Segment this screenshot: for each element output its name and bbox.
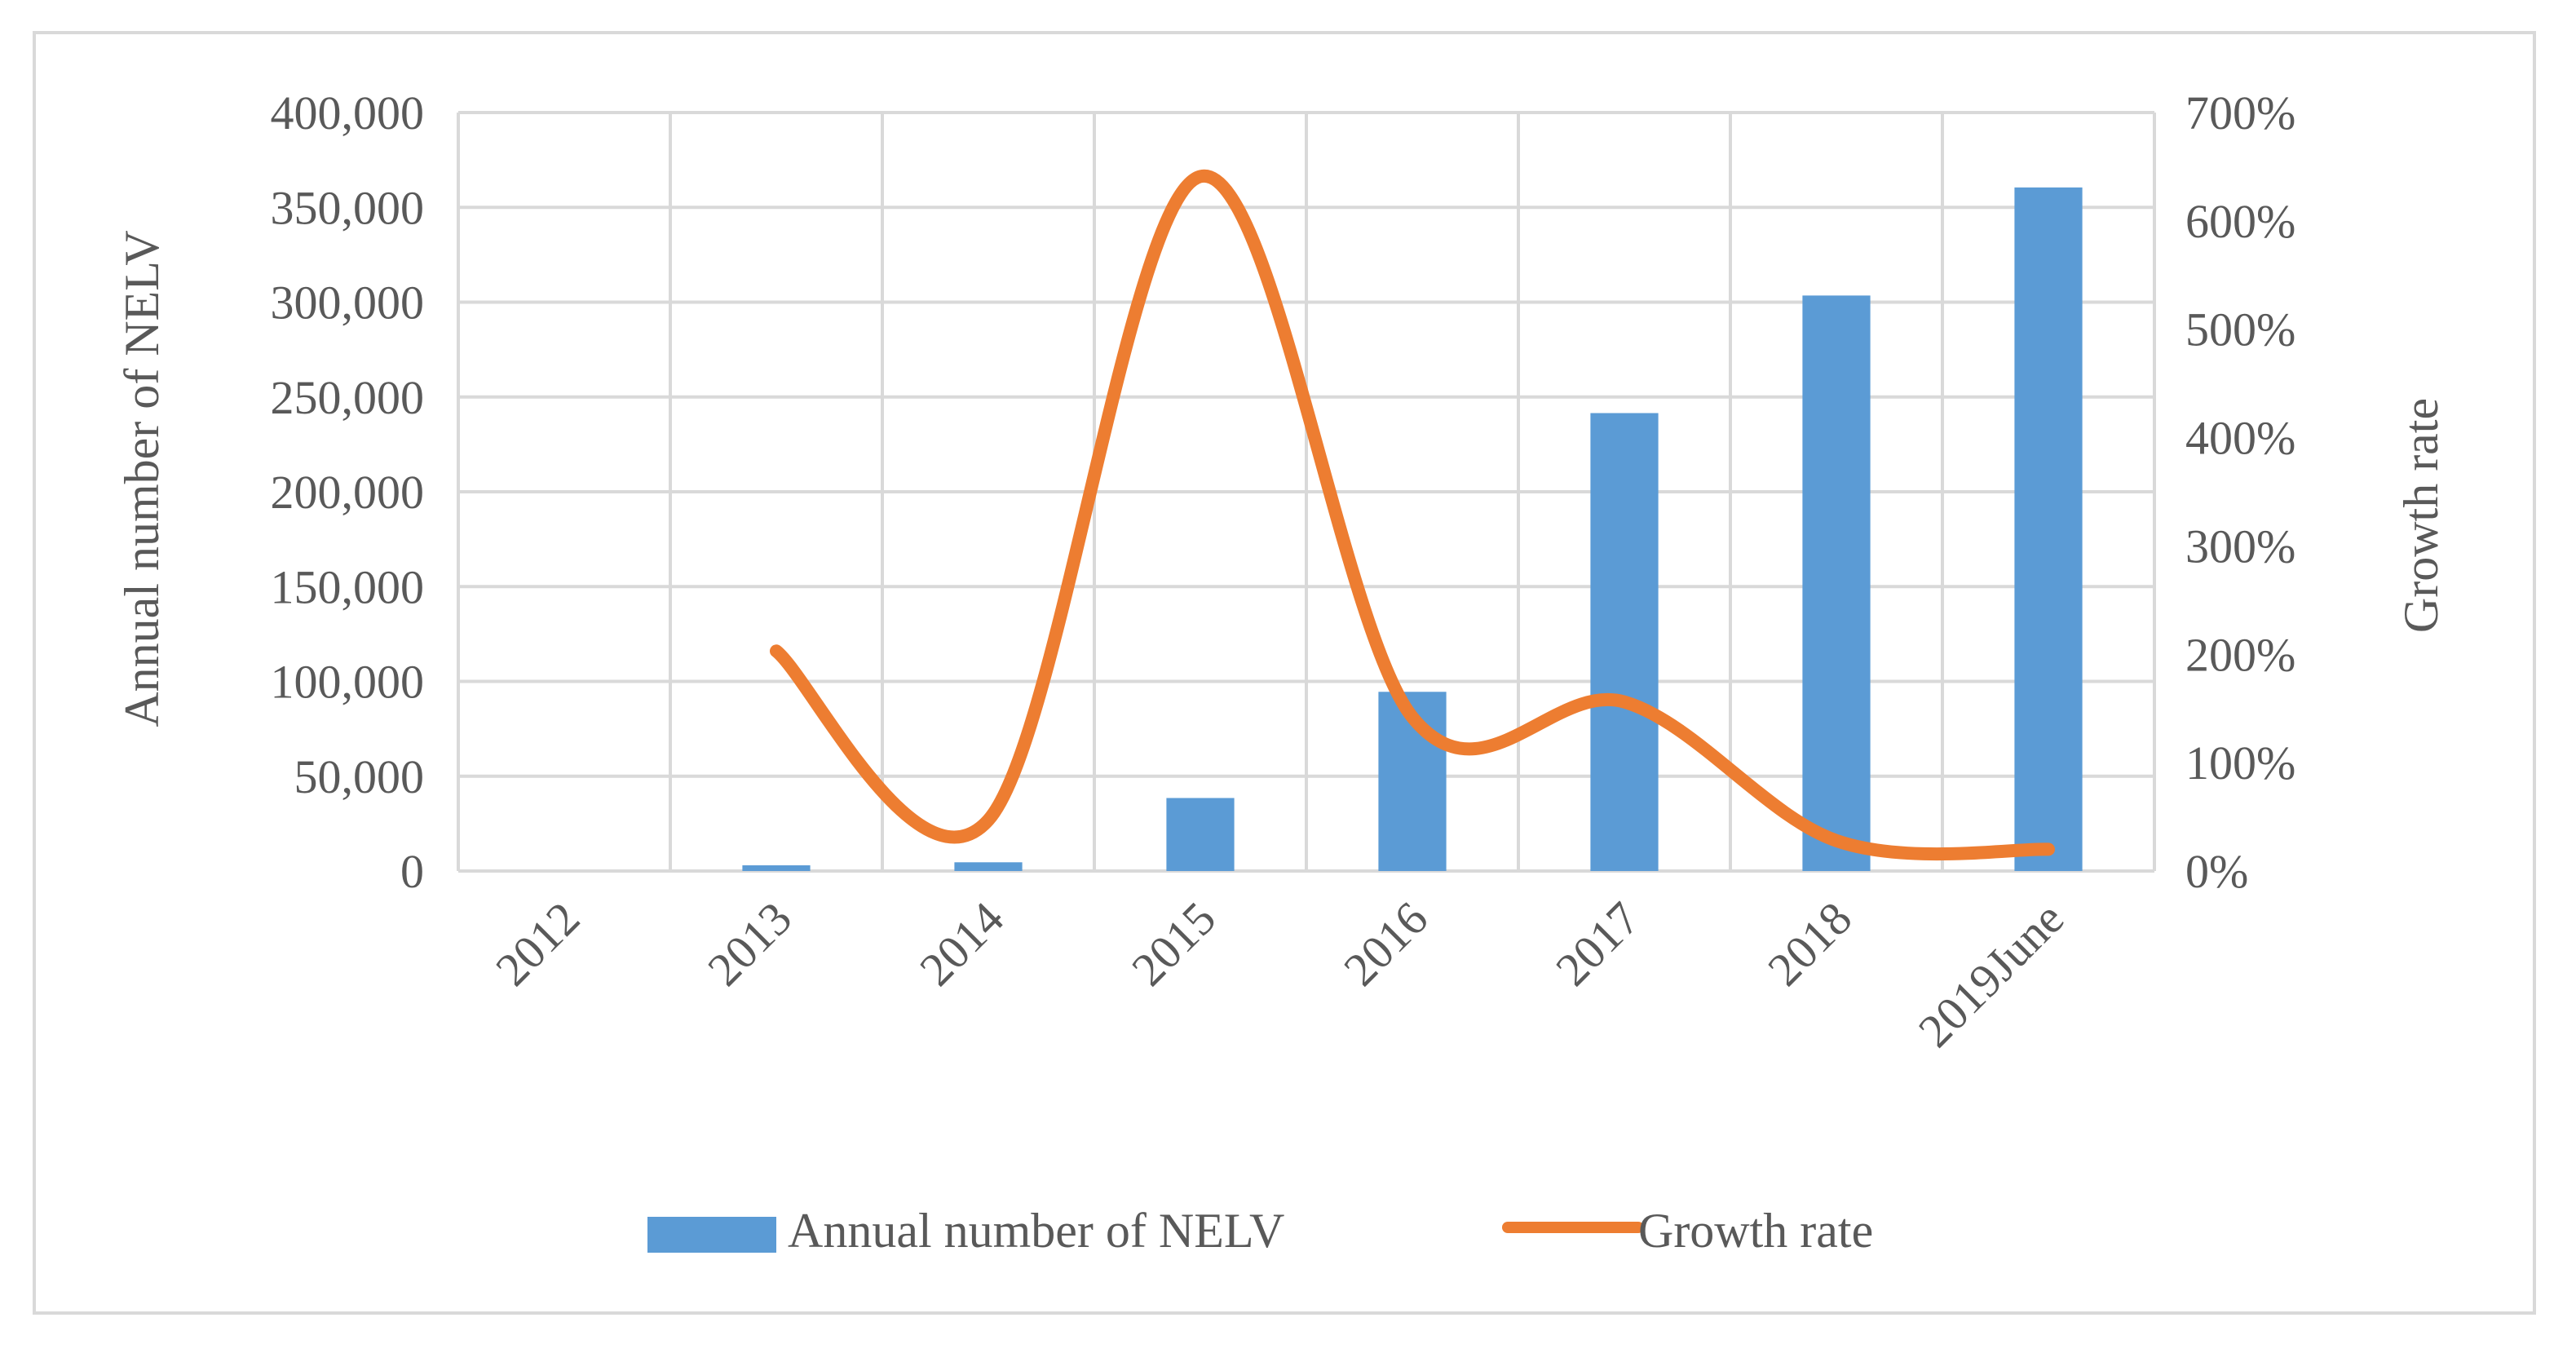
right-tick-label: 500% [2185,303,2295,356]
x-tick-label: 2019June [1908,891,2074,1057]
bars-group [742,187,2083,872]
bar-2019June [2014,187,2083,871]
legend-bar-label: Annual number of NELV [788,1204,1284,1258]
legend-line-label: Growth rate [1638,1204,1873,1258]
left-tick-label: 250,000 [271,371,425,424]
x-tick-label: 2018 [1757,891,1862,996]
bar-2014 [954,862,1023,871]
x-tick-label: 2016 [1333,891,1438,996]
x-tick-label: 2017 [1545,891,1650,996]
left-tick-label: 50,000 [294,750,425,803]
left-tick-label: 350,000 [271,181,425,234]
right-axis-ticks: 0% 100% 200% 300% 400% 500% 600% 700% [2185,86,2295,898]
right-tick-label: 100% [2185,736,2295,789]
bar-2017 [1590,413,1659,872]
left-tick-label: 300,000 [271,276,425,329]
right-tick-label: 200% [2185,628,2295,681]
bar-2015 [1166,798,1235,871]
left-axis-label: Annual number of NELV [115,230,169,727]
x-tick-label: 2013 [697,891,802,996]
x-tick-label: 2015 [1121,891,1226,996]
chart: 0 50,000 100,000 150,000 200,000 250,000 300,0… [115,86,2448,1258]
right-tick-label: 300% [2185,520,2295,573]
x-axis-ticks: 2012 2013 2014 2015 2016 2017 2018 2019June [485,891,2074,1057]
left-tick-label: 400,000 [271,86,425,139]
right-axis-label: Growth rate [2394,398,2448,633]
left-tick-label: 100,000 [271,656,425,709]
left-tick-label: 150,000 [271,560,425,613]
bar-2013 [742,865,811,871]
chart-frame: 0 50,000 100,000 150,000 200,000 250,000 300,0… [33,31,2536,1315]
x-tick-label: 2014 [909,891,1014,996]
growth-rate-line [776,176,2048,854]
left-axis-ticks: 0 50,000 100,000 150,000 200,000 250,000 300,0… [271,86,425,898]
bar-2018 [1802,295,1871,871]
grid-lines [458,113,2154,871]
left-tick-label: 0 [400,845,424,898]
right-tick-label: 400% [2185,412,2295,465]
legend-bar-swatch [647,1217,776,1253]
x-tick-label: 2012 [485,891,590,996]
right-tick-label: 600% [2185,195,2295,248]
right-tick-label: 0% [2185,845,2248,898]
right-tick-label: 700% [2185,86,2295,139]
left-tick-label: 200,000 [271,466,425,519]
legend: Annual number of NELV Growth rate [647,1204,1873,1258]
line-group [776,176,2048,854]
